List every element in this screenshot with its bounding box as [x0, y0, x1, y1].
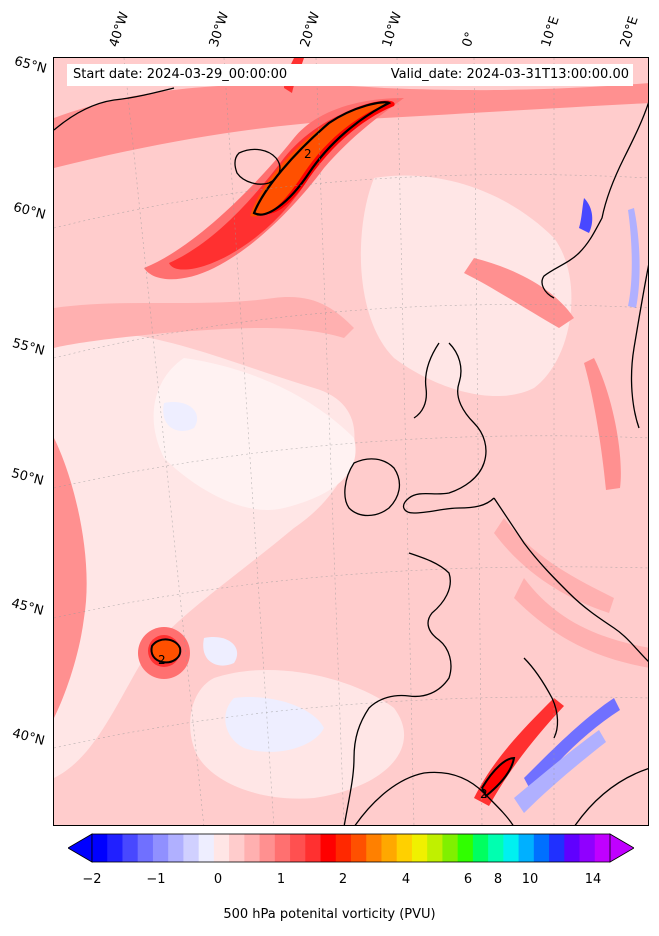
colorbar-swatch [472, 834, 489, 862]
contour-label-atlantic: 2 [158, 653, 166, 667]
colorbar-tick-label: −1 [146, 872, 166, 887]
lat-label-55n: 55°N [10, 336, 47, 359]
colorbar-tick-label: 0 [213, 872, 223, 887]
colorbar-swatch [107, 834, 123, 862]
colorbar-max-arrow [609, 833, 634, 863]
colorbar-swatch [411, 834, 428, 862]
colorbar-swatch [381, 834, 398, 862]
colorbar-swatch [259, 834, 276, 862]
colorbar-swatch [213, 834, 230, 862]
colorbar-swatch [305, 834, 322, 862]
lon-label-20e: 20°E [617, 14, 642, 50]
colorbar-tick-label: 14 [584, 872, 602, 887]
date-header: Start date: 2024-03-29_00:00:00 Valid_da… [67, 64, 633, 86]
colorbar-tick-label: 4 [401, 872, 411, 887]
colorbar-swatch [244, 834, 261, 862]
colorbar-swatch [122, 834, 139, 862]
colorbar-swatch [198, 834, 215, 862]
colorbar-tick-label: 1 [276, 872, 286, 887]
lat-label-60n: 60°N [11, 200, 48, 223]
colorbar-swatch [396, 834, 413, 862]
pv-field: 2 2 2 [54, 58, 648, 825]
colorbar-swatch [457, 834, 474, 862]
contour-label-med: 2 [480, 787, 488, 801]
pv-map: 2 2 2 [53, 57, 649, 826]
colorbar-swatch [518, 834, 535, 862]
colorbar-tick-label: 10 [521, 872, 539, 887]
colorbar-swatch [366, 834, 382, 862]
lat-label-40n: 40°N [10, 726, 47, 749]
lon-label-30w: 30°W [206, 10, 233, 49]
colorbar-swatch [137, 834, 154, 862]
colorbar-swatch [427, 834, 443, 862]
colorbar-title: 500 hPa potenital vorticity (PVU) [223, 907, 436, 922]
colorbar-swatch [335, 834, 352, 862]
colorbar-tick-label: −2 [82, 872, 102, 887]
lat-label-50n: 50°N [9, 466, 46, 489]
colorbar-swatch [442, 834, 459, 862]
colorbar-min-arrow [68, 833, 93, 863]
colorbar-swatch [274, 834, 291, 862]
colorbar-tick-label: 8 [493, 872, 503, 887]
colorbar-swatch [92, 834, 108, 862]
colorbar [68, 833, 634, 863]
valid-date: Valid_date: 2024-03-31T13:00:00.00 [390, 67, 629, 82]
start-date: Start date: 2024-03-29_00:00:00 [73, 67, 288, 82]
colorbar-swatch [579, 834, 596, 862]
colorbar-swatch [549, 834, 565, 862]
colorbar-swatch [168, 834, 184, 862]
colorbar-swatch [183, 834, 200, 862]
lat-label-45n: 45°N [9, 596, 46, 619]
colorbar-swatch [229, 834, 245, 862]
colorbar-swatch [533, 834, 550, 862]
colorbar-swatch [503, 834, 520, 862]
colorbar-outline [91, 833, 611, 863]
colorbar-swatch [488, 834, 504, 862]
colorbar-swatch [290, 834, 306, 862]
lon-label-20w: 20°W [297, 10, 324, 49]
colorbar-tick-label: 2 [338, 872, 348, 887]
contour-label-iceland: 2 [304, 147, 312, 161]
colorbar-swatch [152, 834, 169, 862]
lon-label-10w: 10°W [379, 10, 406, 49]
colorbar-swatch [351, 834, 367, 862]
colorbar-swatch [564, 834, 581, 862]
lon-label-10e: 10°E [538, 14, 563, 50]
colorbar-tick-label: 6 [463, 872, 473, 887]
lon-label-40w: 40°W [106, 10, 133, 49]
colorbar-swatch [594, 834, 611, 862]
colorbar-swatch [320, 834, 337, 862]
lon-label-0: 0° [459, 30, 479, 49]
lat-label-65n: 65°N [12, 54, 49, 77]
